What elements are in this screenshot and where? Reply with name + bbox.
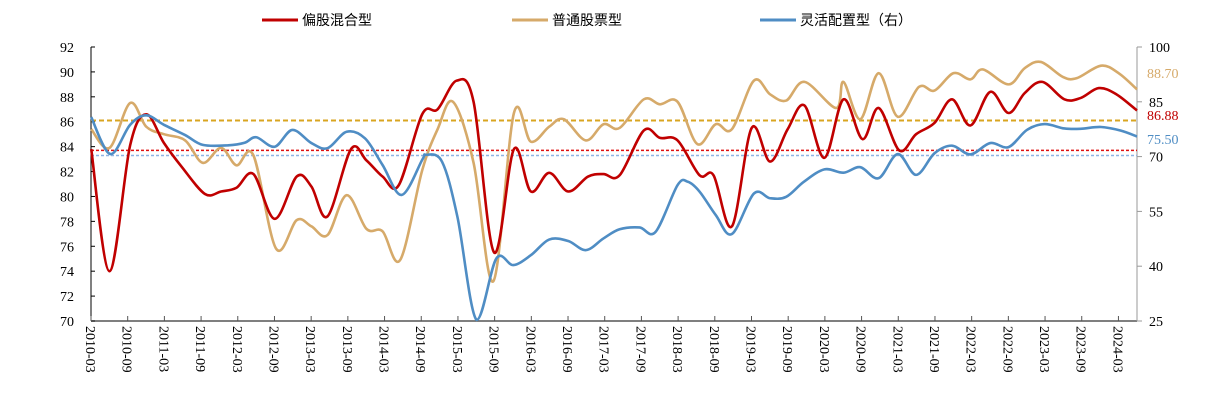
x-tick-label: 2012-09 — [265, 326, 280, 373]
legend-item-series-0: 偏股混合型 — [262, 13, 372, 29]
x-tick-label: 2010-03 — [82, 326, 97, 373]
legend-item-series-2: 灵活配置型（右） — [760, 13, 912, 29]
x-tick-label: 2012-03 — [229, 326, 244, 373]
legend: 偏股混合型 普通股票型 灵活配置型（右） — [262, 13, 912, 29]
x-tick-label: 2017-09 — [632, 326, 647, 373]
x-tick-label: 2020-03 — [816, 326, 831, 373]
x-tick-label: 2019-03 — [742, 326, 757, 373]
x-tick-label: 2024-03 — [1109, 326, 1124, 373]
legend-item-series-1: 普通股票型 — [512, 13, 622, 29]
series-line-2 — [90, 114, 1138, 322]
y2-tick-label: 85 — [1149, 96, 1163, 111]
x-tick-label: 2019-09 — [779, 326, 794, 373]
end-value-label-series-2: 75.50 — [1147, 133, 1179, 148]
x-tick-label: 2021-03 — [889, 326, 904, 373]
y-tick-label: 76 — [60, 240, 74, 255]
end-value-label-series-1: 88.70 — [1147, 67, 1179, 82]
y-tick-label: 86 — [60, 116, 74, 131]
end-labels: 86.88 88.70 75.50 — [1147, 67, 1179, 148]
y-tick-label: 90 — [60, 66, 74, 81]
y2-tick-label: 100 — [1149, 41, 1170, 56]
x-tick-label: 2022-03 — [963, 326, 978, 373]
x-tick-label: 2010-09 — [119, 326, 134, 373]
y-tick-label: 84 — [60, 141, 74, 156]
y2-tick-label: 70 — [1149, 151, 1163, 166]
x-tick-label: 2016-09 — [559, 326, 574, 373]
axes: 70 72 74 76 78 80 82 84 86 88 90 92 25 40 55 70 85 100 201… — [60, 41, 1170, 373]
x-tick-label: 2015-03 — [449, 326, 464, 373]
x-tick-label: 2023-03 — [1036, 326, 1051, 373]
series-line-0 — [89, 77, 1138, 273]
y2-tick-label: 25 — [1149, 315, 1163, 330]
y-tick-label: 70 — [60, 315, 74, 330]
y-tick-label: 78 — [60, 215, 74, 230]
x-tick-label: 2014-09 — [412, 326, 427, 373]
y-tick-label: 72 — [60, 290, 74, 305]
y-tick-label: 88 — [60, 91, 74, 106]
y-tick-label: 82 — [60, 166, 74, 181]
series-lines — [89, 60, 1138, 322]
y-tick-label: 92 — [60, 41, 74, 56]
x-tick-label: 2018-09 — [706, 326, 721, 373]
x-tick-label: 2017-03 — [596, 326, 611, 373]
x-tick-label: 2014-03 — [376, 326, 391, 373]
y2-tick-label: 55 — [1149, 205, 1163, 220]
x-tick-label: 2015-09 — [486, 326, 501, 373]
x-tick-label: 2018-03 — [669, 326, 684, 373]
x-tick-label: 2013-09 — [339, 326, 354, 373]
x-tick-label: 2020-09 — [853, 326, 868, 373]
x-tick-label: 2022-09 — [999, 326, 1014, 373]
end-value-label-series-0: 86.88 — [1147, 109, 1179, 124]
series-line-1 — [90, 60, 1138, 283]
x-tick-label: 2013-03 — [302, 326, 317, 373]
legend-label: 偏股混合型 — [302, 13, 372, 29]
y-tick-label: 80 — [60, 190, 74, 205]
x-tick-label: 2021-09 — [926, 326, 941, 373]
x-tick-label: 2011-09 — [192, 326, 207, 372]
y2-tick-label: 40 — [1149, 260, 1163, 275]
legend-label: 普通股票型 — [552, 13, 622, 29]
y-tick-label: 74 — [60, 265, 74, 280]
x-tick-label: 2011-03 — [155, 326, 170, 372]
x-tick-label: 2023-09 — [1073, 326, 1088, 373]
legend-label: 灵活配置型（右） — [800, 13, 912, 29]
x-tick-label: 2016-03 — [522, 326, 537, 373]
